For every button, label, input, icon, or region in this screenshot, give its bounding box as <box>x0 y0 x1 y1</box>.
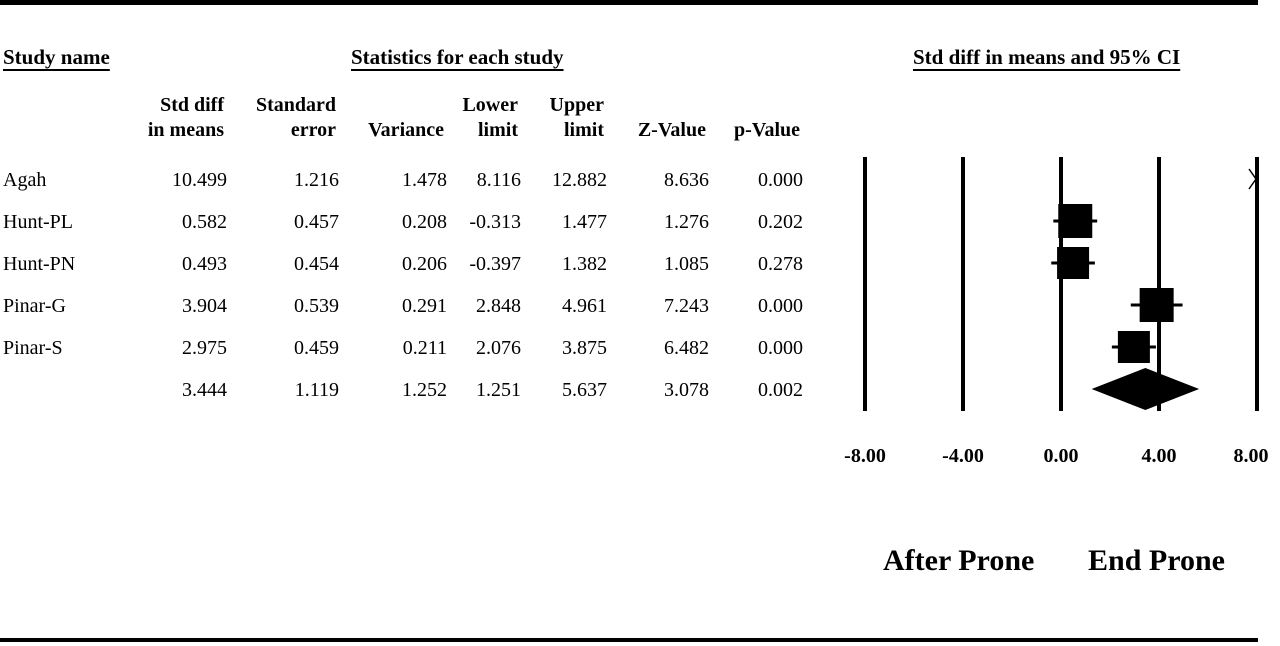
table-cell-lower-limit: 1.251 <box>476 379 521 401</box>
table-cell-standard-error: 0.457 <box>294 211 339 233</box>
column-header-lower-limit: Lower limit <box>462 93 518 143</box>
column-header-line2: in means <box>147 119 224 141</box>
table-cell-p-value: 0.002 <box>758 379 803 401</box>
tick-label: -8.00 <box>844 445 886 467</box>
column-header-standard-error: Standard error <box>256 93 336 143</box>
column-header-line2: error <box>290 119 336 141</box>
column-header-std-diff: Std diff in means <box>148 93 224 143</box>
table-cell-standard-error: 1.119 <box>294 379 339 401</box>
column-header-line1: Upper <box>549 94 604 116</box>
top-rule <box>0 0 1258 5</box>
study-name-cell: Agah <box>3 169 47 191</box>
bottom-rule <box>0 638 1258 642</box>
tick-label: -4.00 <box>942 445 984 467</box>
column-header-z-value: Z-Value <box>638 93 706 143</box>
table-cell-p-value: 0.000 <box>758 295 803 317</box>
tick-label: 8.00 <box>1233 445 1269 467</box>
effect-square <box>1139 288 1174 322</box>
plot-title: Std diff in means and 95% CI <box>913 45 1181 69</box>
study-name-cell: Hunt-PN <box>3 253 76 275</box>
table-cell-p-value: 0.000 <box>758 169 803 191</box>
table-cell-upper-limit: 12.882 <box>552 169 607 191</box>
table-cell-z-value: 6.482 <box>664 337 709 359</box>
summary-diamond <box>1091 368 1200 410</box>
table-cell-p-value: 0.278 <box>758 253 803 275</box>
table-cell-standard-error: 0.459 <box>294 337 339 359</box>
table-cell-variance: 0.208 <box>402 211 447 233</box>
column-header-variance: Variance <box>368 93 444 143</box>
column-header-line2: limit <box>564 119 604 141</box>
column-header-line2: Z-Value <box>637 119 706 141</box>
table-cell-variance: 1.478 <box>402 169 447 191</box>
table-cell-variance: 0.206 <box>402 253 447 275</box>
column-header-upper-limit: Upper limit <box>550 93 604 143</box>
study-name-cell: Hunt-PL <box>3 211 73 233</box>
table-cell-std-diff: 10.499 <box>172 169 227 191</box>
table-cell-p-value: 0.202 <box>758 211 803 233</box>
column-header-line2: p-Value <box>734 119 800 141</box>
table-cell-lower-limit: -0.397 <box>469 253 521 275</box>
table-cell-upper-limit: 1.477 <box>562 211 607 233</box>
column-header-line2: limit <box>478 119 518 141</box>
table-cell-lower-limit: 2.848 <box>476 295 521 317</box>
table-cell-upper-limit: 1.382 <box>562 253 607 275</box>
column-header-p-value: p-Value <box>734 93 800 143</box>
direction-label-right: End Prone <box>1088 544 1225 577</box>
table-cell-upper-limit: 5.637 <box>562 379 607 401</box>
column-header-line2: Variance <box>368 119 444 141</box>
table-cell-z-value: 3.078 <box>664 379 709 401</box>
effect-square <box>1057 247 1090 279</box>
table-cell-std-diff: 0.582 <box>182 211 227 233</box>
table-cell-variance: 0.291 <box>402 295 447 317</box>
column-header-line1: Standard <box>255 94 336 116</box>
study-name-header: Study name <box>3 45 110 69</box>
table-cell-z-value: 7.243 <box>664 295 709 317</box>
table-cell-standard-error: 1.216 <box>294 169 339 191</box>
table-cell-upper-limit: 4.961 <box>562 295 607 317</box>
table-cell-std-diff: 0.493 <box>182 253 227 275</box>
offscale-arrow <box>1248 168 1257 190</box>
table-cell-z-value: 8.636 <box>664 169 709 191</box>
table-cell-std-diff: 3.444 <box>182 379 227 401</box>
direction-label-left: After Prone <box>883 544 1035 577</box>
table-cell-std-diff: 3.904 <box>182 295 227 317</box>
table-cell-lower-limit: 2.076 <box>476 337 521 359</box>
tick-label: 4.00 <box>1141 445 1177 467</box>
table-cell-variance: 1.252 <box>402 379 447 401</box>
column-header-line1: Lower <box>462 94 518 116</box>
table-cell-lower-limit: 8.116 <box>476 169 521 191</box>
column-header-line1: Std diff <box>160 94 224 116</box>
effect-square <box>1117 331 1150 363</box>
table-cell-standard-error: 0.539 <box>294 295 339 317</box>
statistics-header: Statistics for each study <box>351 45 564 69</box>
effect-square <box>1058 204 1093 238</box>
table-cell-p-value: 0.000 <box>758 337 803 359</box>
study-name-cell: Pinar-G <box>3 295 66 317</box>
table-cell-lower-limit: -0.313 <box>469 211 521 233</box>
study-name-cell: Pinar-S <box>3 337 63 359</box>
tick-label: 0.00 <box>1043 445 1079 467</box>
table-cell-std-diff: 2.975 <box>182 337 227 359</box>
table-cell-upper-limit: 3.875 <box>562 337 607 359</box>
table-cell-z-value: 1.085 <box>664 253 709 275</box>
table-cell-standard-error: 0.454 <box>294 253 339 275</box>
table-cell-variance: 0.211 <box>402 337 447 359</box>
table-cell-z-value: 1.276 <box>664 211 709 233</box>
